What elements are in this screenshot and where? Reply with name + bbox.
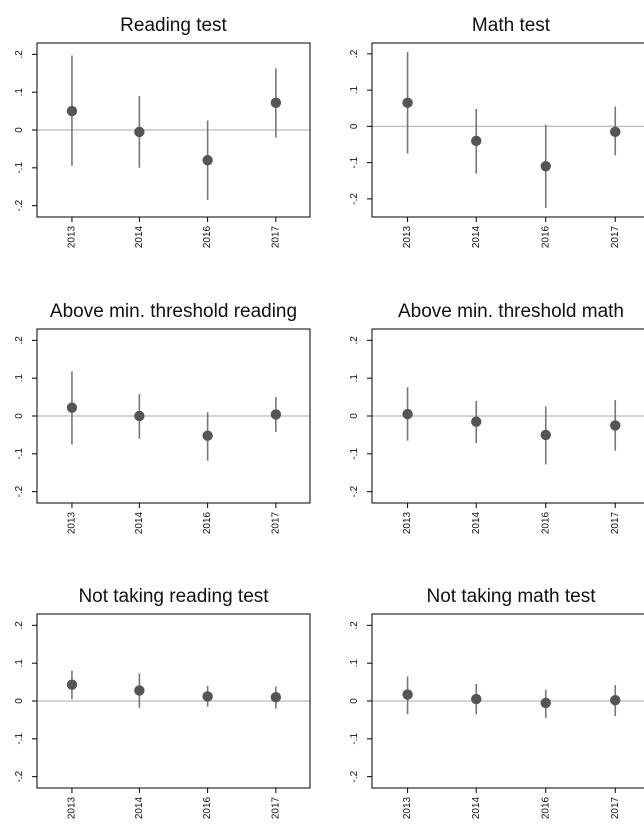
x-tick-label: 2014: [134, 511, 145, 534]
x-tick-label: 2016: [540, 511, 551, 534]
y-tick-label: .1: [349, 86, 360, 95]
x-tick-label: 2014: [134, 225, 145, 248]
y-tick-label: -.1: [14, 733, 25, 745]
estimate-point: [471, 693, 482, 705]
x-tick-label: 2017: [270, 796, 281, 819]
panel-title: Not taking reading test: [78, 586, 269, 607]
y-tick-label: 0: [349, 698, 360, 704]
y-tick-label: .1: [349, 659, 360, 668]
x-tick-label: 2017: [610, 225, 621, 248]
estimate-point: [134, 685, 145, 696]
y-tick-label: -.1: [349, 733, 360, 745]
panel-title: Reading test: [120, 15, 227, 36]
y-tick-label: .1: [349, 374, 360, 383]
y-tick-label: .2: [14, 621, 25, 630]
x-tick-label: 2013: [402, 796, 413, 819]
y-tick-label: .1: [14, 88, 25, 97]
estimate-point: [270, 692, 282, 703]
estimate-point: [134, 410, 145, 422]
y-tick-label: .1: [14, 374, 25, 383]
panel-5: Not taking reading test .2 .1 0 -.1 -.2 2013 20…: [14, 586, 311, 819]
x-tick-label: 2014: [471, 796, 482, 819]
panel-2: Math test .2 .1 0 -.1 -.2 2013 2014 2016 2017: [349, 15, 644, 248]
y-tick-label: -.2: [14, 770, 25, 782]
y-tick-label: -.1: [349, 156, 360, 168]
y-tick-label: -.2: [14, 485, 25, 497]
y-tick-label: 0: [349, 413, 360, 419]
y-tick-label: -.1: [14, 448, 25, 460]
x-tick-label: 2013: [66, 225, 77, 248]
estimate-point: [402, 689, 413, 700]
x-tick-label: 2017: [270, 511, 281, 534]
plot-frame: [371, 42, 644, 218]
panel-title: Above min. threshold reading: [50, 301, 297, 322]
estimate-point: [66, 402, 78, 413]
x-tick-label: 2016: [202, 225, 213, 248]
y-tick-label: .1: [14, 659, 25, 668]
estimate-point: [402, 408, 413, 420]
y-tick-label: .2: [349, 336, 360, 345]
estimate-point: [471, 135, 482, 147]
estimate-point: [66, 105, 78, 117]
y-tick-label: .2: [14, 50, 25, 59]
y-tick-label: -.2: [14, 199, 25, 211]
estimate-point: [270, 97, 282, 108]
estimate-point: [540, 697, 551, 709]
y-tick-label: -.1: [14, 162, 25, 174]
estimate-point: [270, 409, 282, 420]
x-tick-label: 2017: [610, 796, 621, 819]
estimate-point: [540, 429, 551, 441]
y-tick-label: -.2: [349, 193, 360, 205]
estimate-point: [134, 126, 145, 138]
estimate-point: [610, 695, 621, 706]
y-tick-label: .2: [349, 621, 360, 630]
y-tick-label: .2: [14, 336, 25, 345]
x-tick-label: 2013: [66, 796, 77, 819]
estimate-point: [610, 126, 621, 138]
x-tick-label: 2014: [471, 511, 482, 534]
y-tick-label: -.2: [349, 770, 360, 782]
estimate-point: [471, 416, 482, 427]
estimate-point: [202, 691, 213, 702]
x-tick-label: 2017: [610, 511, 621, 534]
x-tick-label: 2013: [66, 511, 77, 534]
y-tick-label: 0: [14, 698, 25, 704]
x-tick-label: 2013: [402, 511, 413, 534]
estimate-point: [202, 430, 213, 441]
x-tick-label: 2016: [202, 796, 213, 819]
y-tick-label: 0: [349, 123, 360, 129]
panel-title: Math test: [472, 15, 551, 36]
panel-title: Not taking math test: [427, 586, 597, 607]
x-tick-label: 2017: [270, 225, 281, 248]
y-tick-label: -.1: [349, 448, 360, 460]
x-tick-label: 2016: [540, 796, 551, 819]
panel-title: Above min. threshold math: [398, 301, 624, 322]
estimate-point: [402, 97, 413, 109]
y-tick-label: .2: [349, 49, 360, 58]
x-tick-label: 2016: [540, 225, 551, 248]
x-tick-label: 2016: [202, 511, 213, 534]
panel-1: Reading test .2 .1 0 -.1 -.2 2013 2014 2016 2017: [14, 15, 311, 248]
x-tick-label: 2013: [402, 225, 413, 248]
estimate-point: [66, 679, 78, 690]
x-tick-label: 2014: [471, 225, 482, 248]
estimate-point: [540, 161, 551, 172]
panel-4: Above min. threshold math .2 .1 0 -.1 -.2 2013…: [349, 301, 644, 534]
y-tick-label: 0: [14, 127, 25, 133]
estimate-point: [202, 155, 213, 166]
y-tick-label: 0: [14, 413, 25, 419]
x-tick-label: 2014: [134, 796, 145, 819]
estimate-point: [610, 420, 621, 431]
panel-3: Above min. threshold reading .2 .1 0 -.1 -.2 2…: [14, 301, 311, 534]
panel-6: Not taking math test .2 .1 0 -.1 -.2 2013 2014 2…: [349, 586, 644, 819]
y-tick-label: -.2: [349, 485, 360, 497]
